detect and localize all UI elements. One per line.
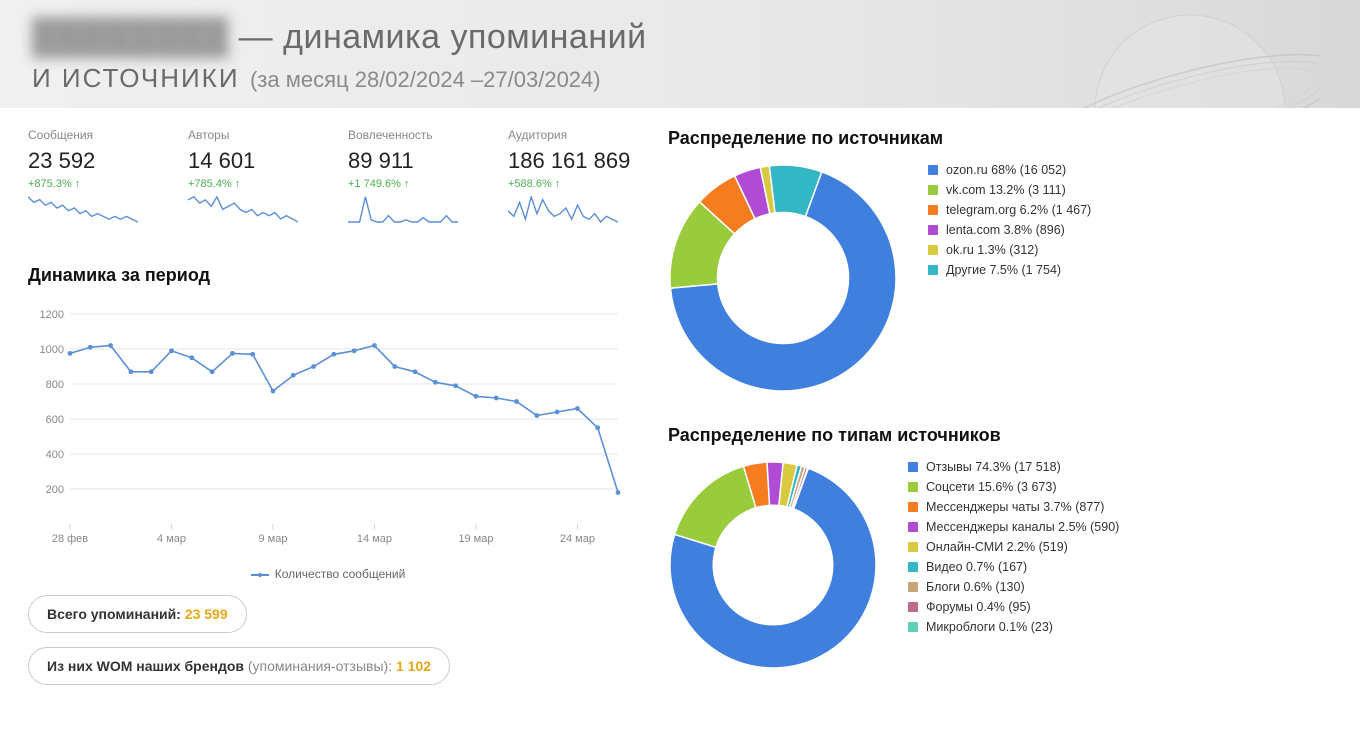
- kpi-sparkline: [508, 196, 618, 224]
- svg-text:19 мар: 19 мар: [458, 533, 493, 545]
- legend-swatch: [928, 225, 938, 235]
- legend-label: Мессенджеры чаты 3.7% (877): [926, 500, 1104, 514]
- legend-swatch: [928, 205, 938, 215]
- planet-decoration: [1060, 0, 1320, 108]
- legend-swatch: [908, 522, 918, 532]
- legend-label: Другие 7.5% (1 754): [946, 263, 1061, 277]
- svg-text:800: 800: [46, 379, 64, 391]
- svg-text:28 фев: 28 фев: [52, 533, 88, 545]
- page-header: ████████ — динамика упоминаний И ИСТОЧНИ…: [0, 0, 1360, 108]
- legend-label: Онлайн-СМИ 2.2% (519): [926, 540, 1068, 554]
- kpi-card: Аудитория 186 161 869 +588.6% ↑: [508, 128, 630, 229]
- legend-item: Мессенджеры чаты 3.7% (877): [908, 500, 1119, 514]
- legend-label: Форумы 0.4% (95): [926, 600, 1031, 614]
- legend-item: Другие 7.5% (1 754): [928, 263, 1091, 277]
- legend-swatch: [908, 582, 918, 592]
- svg-text:1200: 1200: [40, 309, 64, 321]
- kpi-delta: +1 749.6% ↑: [348, 178, 458, 190]
- legend-swatch: [908, 622, 918, 632]
- legend-item: lenta.com 3.8% (896): [928, 223, 1091, 237]
- kpi-delta: +588.6% ↑: [508, 178, 630, 190]
- kpi-label: Авторы: [188, 128, 298, 142]
- legend-label: ok.ru 1.3% (312): [946, 243, 1038, 257]
- legend-label: Видео 0.7% (167): [926, 560, 1027, 574]
- date-range: (за месяц 28/02/2024 –27/03/2024): [250, 67, 601, 92]
- legend-swatch: [908, 542, 918, 552]
- legend-item: ozon.ru 68% (16 052): [928, 163, 1091, 177]
- legend-label: Отзывы 74.3% (17 518): [926, 460, 1061, 474]
- legend-item: ok.ru 1.3% (312): [928, 243, 1091, 257]
- legend-label: vk.com 13.2% (3 111): [946, 183, 1066, 197]
- kpi-sparkline: [188, 196, 298, 224]
- svg-text:14 мар: 14 мар: [357, 533, 392, 545]
- donut-sources-chart: [668, 163, 898, 393]
- legend-swatch: [908, 482, 918, 492]
- svg-text:200: 200: [46, 484, 64, 496]
- legend-label: Блоги 0.6% (130): [926, 580, 1025, 594]
- subtitle: И ИСТОЧНИКИ: [32, 63, 240, 93]
- legend-swatch: [908, 462, 918, 472]
- svg-text:4 мар: 4 мар: [157, 533, 186, 545]
- svg-text:24 мар: 24 мар: [560, 533, 595, 545]
- redacted-brand: ████████: [32, 18, 229, 56]
- legend-swatch: [928, 265, 938, 275]
- kpi-label: Аудитория: [508, 128, 630, 142]
- kpi-value: 186 161 869: [508, 148, 630, 174]
- kpi-row: Сообщения 23 592 +875.3% ↑ Авторы 14 601 +785…: [28, 128, 628, 229]
- kpi-card: Авторы 14 601 +785.4% ↑: [188, 128, 298, 229]
- kpi-card: Сообщения 23 592 +875.3% ↑: [28, 128, 138, 229]
- donut-types-title: Распределение по типам источников: [668, 425, 1332, 446]
- kpi-value: 14 601: [188, 148, 298, 174]
- svg-text:600: 600: [46, 414, 64, 426]
- svg-text:9 мар: 9 мар: [258, 533, 287, 545]
- legend-item: Онлайн-СМИ 2.2% (519): [908, 540, 1119, 554]
- legend-label: Микроблоги 0.1% (23): [926, 620, 1053, 634]
- legend-swatch: [908, 602, 918, 612]
- svg-text:400: 400: [46, 449, 64, 461]
- kpi-value: 89 911: [348, 148, 458, 174]
- legend-swatch: [908, 502, 918, 512]
- kpi-delta: +875.3% ↑: [28, 178, 138, 190]
- wom-mentions-pill: Из них WOM наших брендов (упоминания-отз…: [28, 647, 450, 685]
- legend-swatch: [928, 165, 938, 175]
- legend-label: telegram.org 6.2% (1 467): [946, 203, 1091, 217]
- legend-item: telegram.org 6.2% (1 467): [928, 203, 1091, 217]
- donut-sources-legend: ozon.ru 68% (16 052) vk.com 13.2% (3 111)…: [928, 163, 1091, 283]
- svg-text:1000: 1000: [40, 344, 64, 356]
- legend-item: Мессенджеры каналы 2.5% (590): [908, 520, 1119, 534]
- legend-label: ozon.ru 68% (16 052): [946, 163, 1066, 177]
- donut-sources-title: Распределение по источникам: [668, 128, 1332, 149]
- legend-item: Форумы 0.4% (95): [908, 600, 1119, 614]
- legend-item: vk.com 13.2% (3 111): [928, 183, 1091, 197]
- line-chart-title: Динамика за период: [28, 265, 628, 286]
- kpi-label: Вовлеченность: [348, 128, 458, 142]
- legend-item: Соцсети 15.6% (3 673): [908, 480, 1119, 494]
- kpi-card: Вовлеченность 89 911 +1 749.6% ↑: [348, 128, 458, 229]
- line-chart: 200 400 600 800 1000 1200 28 фев 4 мар 9 мар 14 м…: [28, 296, 628, 556]
- legend-swatch: [928, 245, 938, 255]
- legend-item: Видео 0.7% (167): [908, 560, 1119, 574]
- legend-item: Микроблоги 0.1% (23): [908, 620, 1119, 634]
- total-mentions-pill: Всего упоминаний: 23 599: [28, 595, 247, 633]
- donut-types-legend: Отзывы 74.3% (17 518) Соцсети 15.6% (3 67…: [908, 460, 1119, 640]
- legend-item: Отзывы 74.3% (17 518): [908, 460, 1119, 474]
- line-chart-legend: Количество сообщений: [28, 567, 628, 581]
- legend-swatch: [908, 562, 918, 572]
- legend-item: Блоги 0.6% (130): [908, 580, 1119, 594]
- kpi-delta: +785.4% ↑: [188, 178, 298, 190]
- legend-swatch: [928, 185, 938, 195]
- legend-label: lenta.com 3.8% (896): [946, 223, 1065, 237]
- donut-types-chart: [668, 460, 878, 670]
- kpi-sparkline: [28, 196, 138, 224]
- kpi-value: 23 592: [28, 148, 138, 174]
- legend-label: Соцсети 15.6% (3 673): [926, 480, 1057, 494]
- legend-label: Мессенджеры каналы 2.5% (590): [926, 520, 1119, 534]
- kpi-sparkline: [348, 196, 458, 224]
- donut-slice: [675, 466, 756, 547]
- kpi-label: Сообщения: [28, 128, 138, 142]
